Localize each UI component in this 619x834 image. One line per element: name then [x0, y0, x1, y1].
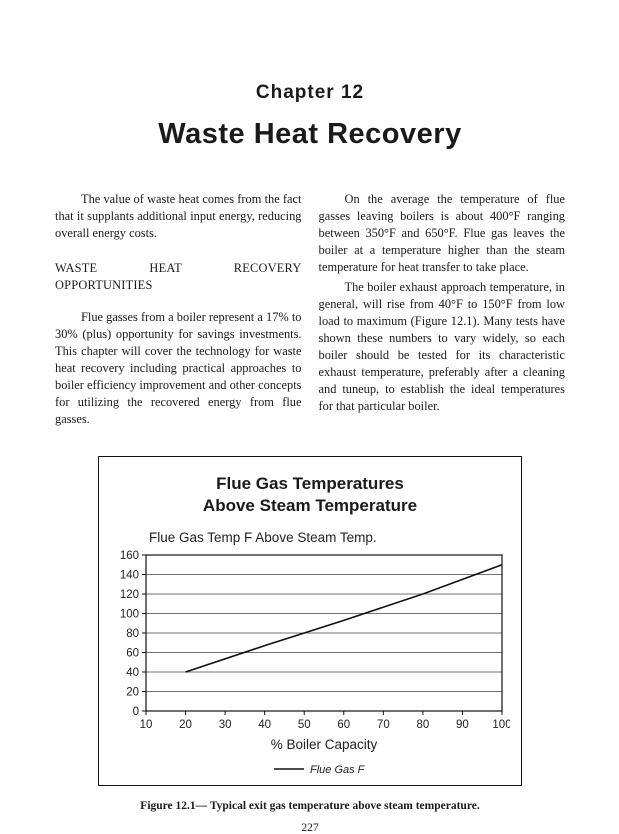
svg-text:40: 40 — [258, 719, 271, 731]
page-number: 227 — [301, 822, 319, 834]
svg-text:60: 60 — [126, 647, 139, 659]
paragraph: The value of waste heat comes from the f… — [55, 192, 302, 241]
page-title: Waste Heat Recovery — [158, 118, 462, 150]
figure-caption: Figure 12.1— Typical exit gas temperatur… — [140, 800, 480, 813]
chart-svg: 0 20 40 60 80 100 120 140 160 10 20 30 40 50 60 70 80 90 1… — [120, 550, 512, 776]
figure-box: Flue Gas Temperatures Above Steam Temper… — [98, 456, 522, 788]
paragraph: On the average the temperature of flue g… — [318, 192, 566, 275]
right-column: On the average the temperature of flue g… — [319, 191, 566, 430]
svg-text:30: 30 — [219, 719, 232, 731]
svg-text:70: 70 — [377, 719, 390, 731]
chapter-heading: Chapter 12 — [255, 82, 365, 103]
section-heading: WASTE HEAT RECOVERY OPPORTUNITIES — [55, 261, 302, 293]
svg-text:50: 50 — [298, 719, 311, 731]
paragraph: Flue gasses from a boiler represent a 17… — [55, 309, 302, 427]
figure-title-line1: Flue Gas Temperatures — [216, 474, 404, 494]
svg-text:20: 20 — [179, 719, 192, 731]
svg-text:Flue Gas F: Flue Gas F — [310, 764, 366, 776]
svg-text:140: 140 — [120, 569, 139, 581]
figure-title: Flue Gas Temperatures Above Steam Temper… — [99, 473, 521, 516]
svg-text:100: 100 — [492, 719, 510, 731]
svg-text:60: 60 — [337, 719, 350, 731]
figure-title-line2: Above Steam Temperature — [202, 495, 418, 515]
chart-title: Flue Gas Temp F Above Steam Temp. — [149, 529, 377, 545]
svg-text:% Boiler Capacity: % Boiler Capacity — [271, 737, 378, 752]
left-column: The value of waste heat comes from the f… — [55, 191, 302, 430]
svg-text:20: 20 — [126, 686, 139, 698]
svg-text:120: 120 — [120, 589, 139, 601]
paragraph: The boiler exhaust approach temperature,… — [318, 279, 566, 414]
flue-gas-chart: 0 20 40 60 80 100 120 140 160 10 20 30 40 50 60 70 80 90 1… — [110, 547, 512, 788]
svg-text:0: 0 — [133, 706, 139, 718]
body-columns: The value of waste heat comes from the f… — [55, 191, 565, 430]
svg-text:100: 100 — [120, 608, 139, 620]
svg-text:90: 90 — [456, 719, 469, 731]
svg-text:10: 10 — [140, 719, 153, 731]
book-page: Chapter 12 Waste Heat Recovery The value… — [55, 0, 565, 834]
svg-text:160: 160 — [120, 550, 139, 562]
svg-text:40: 40 — [126, 667, 139, 679]
svg-text:80: 80 — [126, 628, 139, 640]
svg-text:80: 80 — [416, 719, 429, 731]
